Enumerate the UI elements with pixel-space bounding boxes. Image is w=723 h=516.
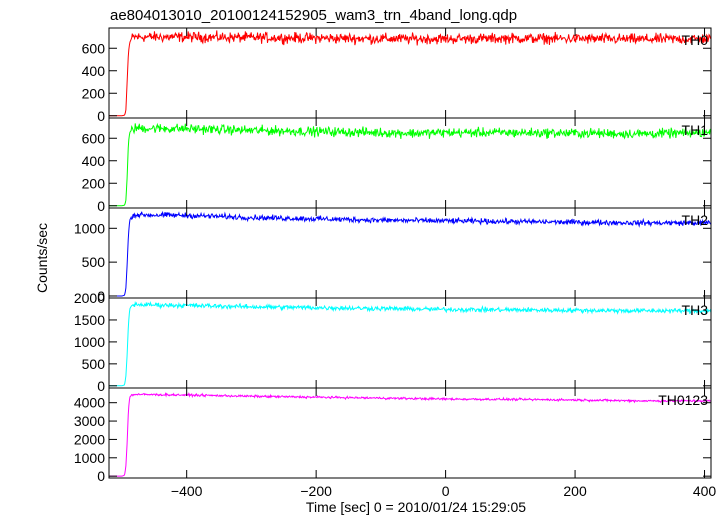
x-tick-label: 0 xyxy=(442,483,450,499)
y-tick-label: 400 xyxy=(82,63,106,79)
y-tick-label: 0 xyxy=(97,468,105,484)
panel-th1: 0 200 400 600 TH1 xyxy=(82,117,712,214)
y-tick-label: 0 xyxy=(97,108,105,124)
y-tick-label: 1500 xyxy=(74,312,105,328)
x-tick-label: −200 xyxy=(300,483,332,499)
series-label-th2: TH2 xyxy=(682,212,709,228)
series-label-th1: TH1 xyxy=(682,122,709,138)
series-label-th3: TH3 xyxy=(682,302,709,318)
panel-th2: 0 500 1000 TH2 xyxy=(74,207,712,304)
y-tick-label: 500 xyxy=(82,356,106,372)
panel-frame xyxy=(108,27,712,119)
panel-frame xyxy=(108,387,712,479)
x-tick-label: 400 xyxy=(693,483,717,499)
y-tick-label: 1000 xyxy=(74,450,105,466)
series-label-th0123: TH0123 xyxy=(658,392,708,408)
y-tick-label: 600 xyxy=(82,40,106,56)
y-axis-label: Counts/sec xyxy=(34,223,50,293)
series-line-th0 xyxy=(109,30,712,117)
y-tick-label: 200 xyxy=(82,85,106,101)
y-tick-label: 1000 xyxy=(74,220,105,236)
series-line-th3 xyxy=(109,300,712,387)
y-tick-label: 2000 xyxy=(74,290,105,306)
y-tick-label: 0 xyxy=(97,198,105,214)
y-tick-label: 0 xyxy=(97,378,105,394)
panel-th0123: 0 1000 2000 3000 4000 TH0123 xyxy=(74,387,712,484)
y-tick-label: 3000 xyxy=(74,413,105,429)
y-tick-label: 1000 xyxy=(74,334,105,350)
series-label-th0: TH0 xyxy=(682,32,709,48)
x-axis: −400 −200 0 200 400 xyxy=(171,483,717,499)
panel-th3: 0 500 1000 1500 2000 TH3 xyxy=(74,290,712,394)
panel-frame xyxy=(108,207,712,299)
chart-title: ae804013010_20100124152905_wam3_trn_4ban… xyxy=(110,7,517,24)
series-line-th0123 xyxy=(109,391,712,477)
panels: 0 200 400 600 TH0 0 200 400 600 TH1 0 500 1000 TH2 0 50… xyxy=(74,27,712,484)
series-line-th2 xyxy=(109,210,712,297)
panel-th0: 0 200 400 600 TH0 xyxy=(82,27,712,124)
x-tick-label: −400 xyxy=(171,483,203,499)
series-line-th1 xyxy=(109,122,712,207)
y-tick-label: 400 xyxy=(82,153,106,169)
panel-frame xyxy=(108,297,712,389)
y-tick-label: 200 xyxy=(82,175,106,191)
y-tick-label: 2000 xyxy=(74,431,105,447)
x-tick-label: 200 xyxy=(563,483,587,499)
y-tick-label: 4000 xyxy=(74,395,105,411)
y-tick-label: 500 xyxy=(82,254,106,270)
y-tick-label: 0 xyxy=(97,288,105,304)
y-tick-label: 600 xyxy=(82,130,106,146)
x-axis-label: Time [sec] 0 = 2010/01/24 15:29:05 xyxy=(306,499,526,515)
